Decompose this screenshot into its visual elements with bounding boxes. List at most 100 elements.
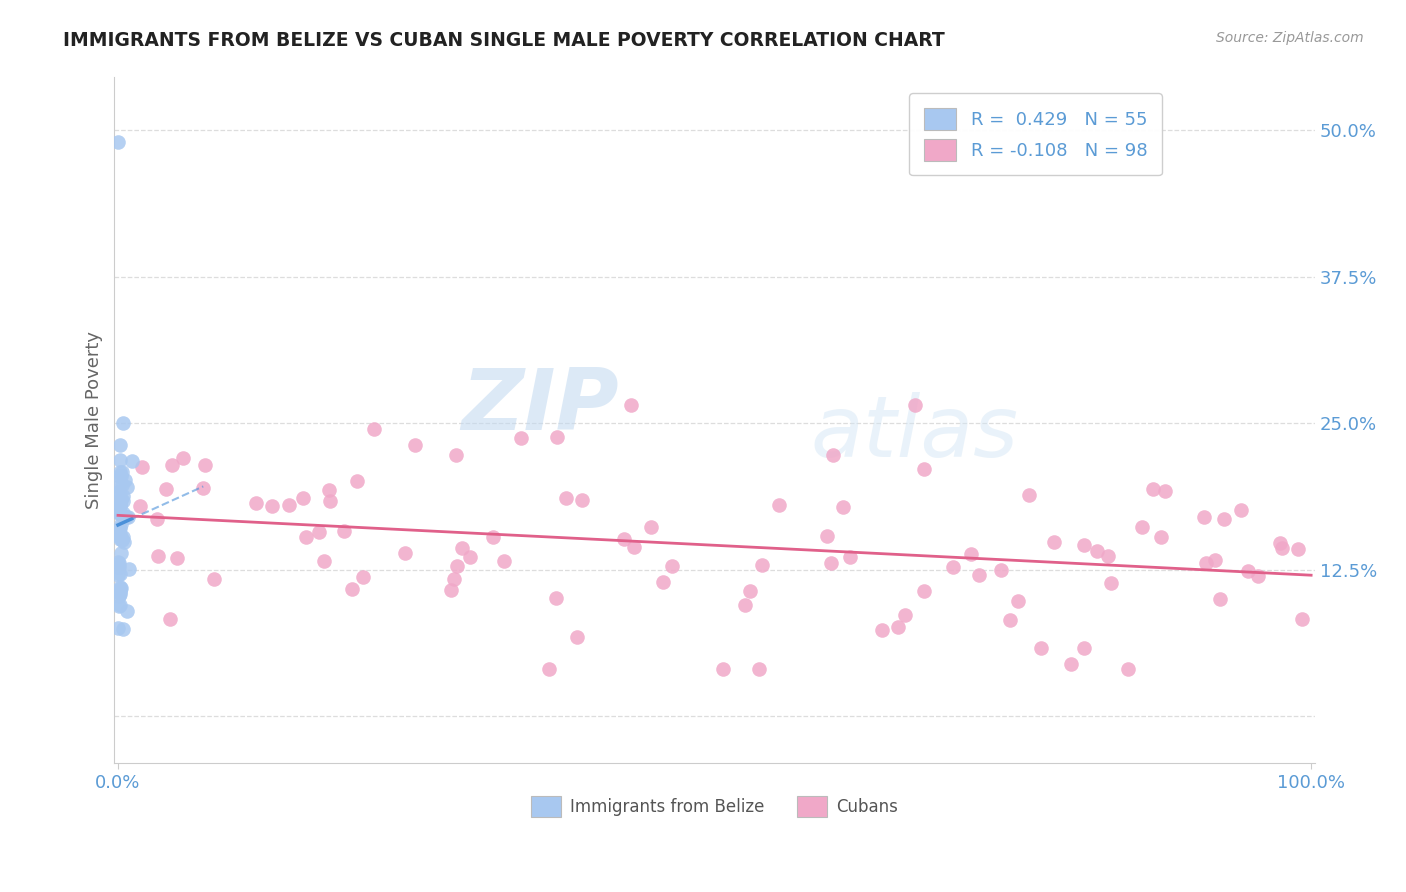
Point — [738, 583, 761, 598]
Point — [1099, 575, 1122, 590]
Point — [571, 492, 593, 507]
Point — [887, 620, 910, 634]
Point — [1073, 539, 1095, 553]
Point — [108, 506, 131, 520]
Point — [823, 448, 845, 462]
Point — [768, 499, 790, 513]
Point — [748, 662, 770, 676]
Point — [640, 520, 662, 534]
Point — [110, 499, 132, 513]
Point — [494, 554, 516, 568]
Point — [146, 549, 169, 564]
Point — [820, 556, 842, 570]
Point — [108, 479, 131, 493]
Point — [160, 458, 183, 473]
Point — [108, 560, 131, 574]
Point — [1031, 640, 1053, 655]
Point — [1097, 549, 1119, 564]
Point — [110, 493, 132, 508]
Point — [451, 541, 474, 556]
Point — [912, 583, 935, 598]
Point — [1271, 541, 1294, 556]
Point — [108, 453, 131, 467]
Point — [1118, 662, 1140, 676]
Point — [155, 482, 177, 496]
Point — [613, 533, 636, 547]
Point — [108, 497, 131, 511]
Point — [110, 582, 132, 596]
Point — [159, 612, 181, 626]
Point — [482, 530, 505, 544]
Point — [1230, 503, 1253, 517]
Point — [1268, 536, 1291, 550]
Point — [1142, 482, 1164, 496]
Point — [121, 454, 143, 468]
Text: ZIP: ZIP — [461, 365, 619, 448]
Point — [1043, 534, 1066, 549]
Point — [107, 469, 129, 483]
Point — [107, 135, 129, 149]
Point — [870, 623, 893, 637]
Point — [555, 491, 578, 505]
Point — [111, 532, 134, 546]
Point — [711, 662, 734, 676]
Point — [314, 554, 336, 568]
Point — [292, 491, 315, 506]
Point — [546, 429, 568, 443]
Point — [118, 562, 141, 576]
Point — [108, 556, 131, 570]
Point — [346, 474, 368, 488]
Point — [1060, 657, 1083, 671]
Point — [107, 485, 129, 500]
Point — [394, 546, 416, 560]
Point — [1085, 544, 1108, 558]
Point — [440, 582, 463, 597]
Point — [111, 465, 134, 479]
Point — [114, 473, 136, 487]
Point — [108, 580, 131, 594]
Point — [510, 431, 533, 445]
Point — [443, 572, 465, 586]
Point — [111, 494, 134, 508]
Point — [1247, 569, 1270, 583]
Point — [318, 483, 340, 497]
Point — [202, 572, 225, 586]
Point — [318, 494, 340, 508]
Point — [110, 497, 132, 511]
Point — [308, 524, 330, 539]
Point — [1291, 612, 1313, 626]
Point — [1007, 593, 1029, 607]
Point — [108, 582, 131, 597]
Point — [110, 533, 132, 547]
Point — [998, 613, 1021, 627]
Point — [108, 465, 131, 479]
Point — [108, 584, 131, 599]
Point — [108, 527, 131, 541]
Point — [108, 506, 131, 520]
Point — [546, 591, 568, 605]
Point — [839, 549, 862, 564]
Point — [623, 541, 645, 555]
Point — [651, 574, 673, 589]
Point — [446, 559, 468, 574]
Point — [110, 530, 132, 544]
Point — [894, 607, 917, 622]
Point — [107, 568, 129, 582]
Point — [1204, 553, 1226, 567]
Text: atlas: atlas — [811, 392, 1018, 475]
Point — [942, 560, 965, 574]
Point — [194, 458, 217, 472]
Point — [110, 546, 132, 560]
Point — [108, 566, 131, 581]
Point — [404, 438, 426, 452]
Point — [831, 500, 853, 515]
Point — [815, 529, 838, 543]
Point — [1208, 591, 1230, 606]
Point — [166, 550, 188, 565]
Point — [108, 587, 131, 601]
Point — [751, 558, 773, 573]
Point — [245, 496, 267, 510]
Point — [340, 582, 363, 596]
Point — [1213, 512, 1236, 526]
Point — [117, 510, 139, 524]
